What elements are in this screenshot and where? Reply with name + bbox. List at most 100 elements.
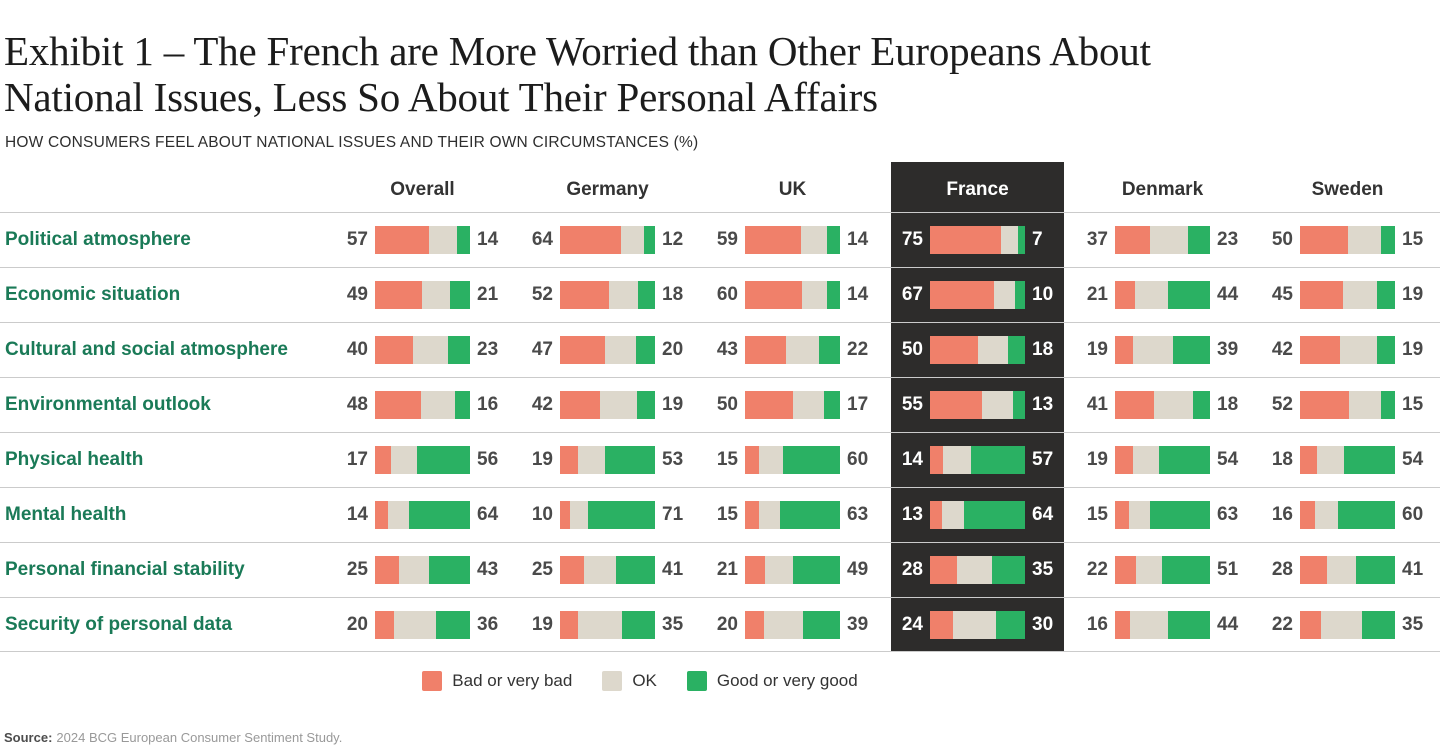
sentiment-cell: 41 18 [1070, 391, 1255, 419]
stacked-bar [375, 226, 470, 254]
bar-segment-ok [785, 336, 820, 364]
bar-segment-ok [391, 446, 417, 474]
good-value: 7 [1032, 229, 1043, 250]
table-row: Security of personal data 20 36 19 35 20 39 24 3… [0, 597, 1440, 652]
good-value: 39 [1217, 339, 1239, 360]
table-row: Cultural and social atmosphere 40 23 47 20 43… [0, 322, 1440, 377]
bar-segment-bad [1300, 501, 1316, 529]
bar-segment-good [450, 281, 470, 309]
row-label: Security of personal data [5, 613, 233, 635]
bar-segment-good [970, 446, 1025, 474]
bad-value: 17 [346, 449, 368, 470]
bar-segment-bad [375, 610, 394, 639]
bar-segment-good [643, 226, 655, 254]
bar-segment-good [826, 226, 840, 254]
bar-segment-ok [398, 556, 430, 584]
sentiment-cell: 16 60 [1255, 501, 1440, 529]
row-label: Political atmosphere [5, 229, 191, 250]
bar-segment-ok [956, 556, 992, 584]
stacked-bar [560, 336, 655, 364]
bar-segment-bad [375, 281, 422, 309]
stacked-bar [930, 226, 1025, 254]
good-value: 15 [1402, 229, 1424, 250]
sentiment-cell: 20 39 [700, 610, 885, 639]
bar-segment-good [1192, 391, 1210, 419]
bad-value: 60 [716, 284, 738, 305]
bar-segment-bad [560, 446, 579, 474]
bar-segment-bad [1115, 610, 1131, 639]
bar-segment-good [1343, 446, 1395, 474]
stacked-bar [1115, 446, 1210, 474]
good-value: 41 [1402, 559, 1424, 580]
stacked-bar [930, 501, 1025, 529]
bar-segment-ok [1001, 226, 1019, 254]
bar-segment-ok [394, 610, 436, 639]
bar-segment-bad [375, 556, 399, 584]
bar-segment-ok [759, 446, 783, 474]
stacked-bar [930, 391, 1025, 419]
good-value: 17 [847, 394, 869, 415]
good-value: 41 [662, 559, 684, 580]
bar-segment-bad [560, 501, 570, 529]
sentiment-cell: 50 17 [700, 391, 885, 419]
bar-segment-good [823, 391, 840, 419]
sentiment-cell: 19 35 [515, 610, 700, 639]
bar-segment-ok [388, 501, 410, 529]
legend-label: OK [632, 671, 657, 690]
table-row: Mental health 14 64 10 71 15 63 13 64 15 63 16 60 [0, 487, 1440, 542]
stacked-bar [930, 610, 1025, 639]
row-label: Personal financial stability [5, 559, 245, 580]
bad-value: 43 [716, 339, 738, 360]
bar-segment-good [1018, 226, 1025, 254]
bar-segment-ok [1129, 501, 1151, 529]
good-value: 20 [662, 339, 684, 360]
stacked-bar [745, 391, 840, 419]
bar-segment-bad [1300, 336, 1340, 364]
bar-segment-ok [1326, 556, 1357, 584]
bad-value: 47 [531, 339, 553, 360]
good-value: 14 [847, 229, 869, 250]
bar-segment-good [636, 391, 655, 419]
bar-segment-bad [560, 226, 621, 254]
bar-segment-good [587, 501, 655, 529]
sentiment-cell: 22 51 [1070, 556, 1255, 584]
bad-value: 25 [531, 559, 553, 580]
good-value: 39 [847, 613, 869, 635]
bar-segment-good [1337, 501, 1395, 529]
bar-segment-good [409, 501, 470, 529]
good-value: 36 [477, 613, 499, 635]
bar-segment-bad [930, 336, 978, 364]
stacked-bar [560, 446, 655, 474]
good-value: 23 [1217, 229, 1239, 250]
bar-segment-bad [930, 446, 944, 474]
stacked-bar [745, 610, 840, 639]
bar-segment-good [616, 556, 655, 584]
column-header-sweden: Sweden [1311, 179, 1384, 200]
bar-segment-ok [604, 336, 636, 364]
good-value: 49 [847, 559, 869, 580]
column-header-germany: Germany [566, 179, 649, 200]
table-row: Physical health 17 56 19 53 15 60 14 57 19 54 18 54 [0, 432, 1440, 487]
bar-segment-good [454, 391, 470, 419]
sentiment-cell: 25 43 [330, 556, 515, 584]
bar-segment-good [1376, 336, 1395, 364]
bad-value: 16 [1271, 504, 1293, 525]
bad-value: 21 [1086, 284, 1108, 305]
bad-value: 42 [1271, 339, 1293, 360]
column-header-overall: Overall [390, 179, 455, 200]
bar-segment-good [429, 556, 470, 584]
table-row: Environmental outlook 48 16 42 19 50 17 55 13 41 1… [0, 377, 1440, 432]
bar-segment-bad [560, 281, 610, 309]
stacked-bar [560, 610, 655, 639]
row-label: Physical health [5, 449, 144, 470]
sentiment-cell: 45 19 [1255, 281, 1440, 309]
good-value: 35 [1402, 613, 1424, 635]
table-row: Personal financial stability 25 43 25 41 21 49… [0, 542, 1440, 597]
bar-segment-good [604, 446, 655, 474]
bad-value: 15 [716, 449, 738, 470]
bar-segment-ok [764, 556, 794, 584]
bar-segment-ok [1153, 391, 1193, 419]
column-header-denmark: Denmark [1121, 179, 1204, 200]
good-value: 10 [1032, 284, 1054, 305]
bad-value: 25 [346, 559, 368, 580]
